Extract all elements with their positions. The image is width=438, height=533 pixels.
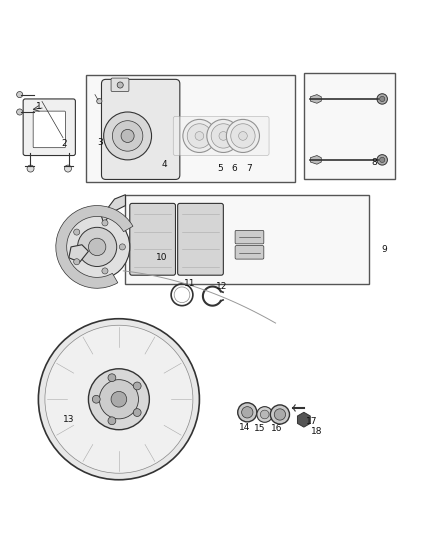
Text: 15: 15 bbox=[254, 424, 266, 433]
Text: 14: 14 bbox=[240, 423, 251, 432]
Text: 16: 16 bbox=[271, 424, 282, 433]
Circle shape bbox=[211, 124, 236, 148]
Circle shape bbox=[27, 165, 34, 172]
Polygon shape bbox=[311, 156, 321, 164]
Circle shape bbox=[111, 391, 127, 407]
FancyBboxPatch shape bbox=[130, 204, 176, 275]
Circle shape bbox=[88, 369, 149, 430]
Circle shape bbox=[92, 395, 100, 403]
Circle shape bbox=[99, 379, 138, 419]
Circle shape bbox=[117, 82, 123, 88]
Text: 12: 12 bbox=[215, 281, 227, 290]
Circle shape bbox=[380, 157, 385, 163]
Text: 9: 9 bbox=[381, 245, 387, 254]
Circle shape bbox=[260, 410, 269, 419]
FancyBboxPatch shape bbox=[235, 230, 264, 244]
Text: 13: 13 bbox=[63, 415, 74, 424]
Text: 4: 4 bbox=[162, 160, 167, 169]
Circle shape bbox=[270, 405, 290, 424]
FancyBboxPatch shape bbox=[173, 116, 269, 156]
Circle shape bbox=[257, 407, 272, 422]
Circle shape bbox=[102, 220, 108, 226]
Circle shape bbox=[377, 155, 388, 165]
Circle shape bbox=[17, 109, 23, 115]
Text: 2: 2 bbox=[62, 139, 67, 148]
Circle shape bbox=[219, 132, 228, 140]
Circle shape bbox=[74, 259, 80, 265]
Circle shape bbox=[377, 94, 388, 104]
Circle shape bbox=[183, 119, 216, 152]
Circle shape bbox=[133, 382, 141, 390]
Text: 1: 1 bbox=[35, 102, 41, 111]
Polygon shape bbox=[69, 245, 88, 262]
Polygon shape bbox=[297, 413, 310, 427]
Text: 7: 7 bbox=[247, 164, 252, 173]
Circle shape bbox=[102, 268, 108, 274]
FancyBboxPatch shape bbox=[304, 73, 395, 180]
Circle shape bbox=[113, 120, 143, 151]
Circle shape bbox=[88, 238, 106, 256]
Text: 6: 6 bbox=[232, 164, 237, 173]
FancyBboxPatch shape bbox=[86, 75, 295, 182]
Circle shape bbox=[108, 374, 116, 382]
Circle shape bbox=[242, 407, 253, 418]
FancyBboxPatch shape bbox=[23, 99, 75, 156]
Circle shape bbox=[39, 319, 199, 480]
Circle shape bbox=[119, 244, 125, 250]
Text: 11: 11 bbox=[184, 279, 195, 288]
Circle shape bbox=[226, 119, 259, 152]
Circle shape bbox=[17, 92, 23, 98]
Circle shape bbox=[45, 325, 193, 473]
Circle shape bbox=[74, 229, 80, 235]
FancyBboxPatch shape bbox=[235, 246, 264, 259]
Circle shape bbox=[239, 132, 247, 140]
Circle shape bbox=[133, 409, 141, 416]
Text: 5: 5 bbox=[217, 164, 223, 173]
Circle shape bbox=[207, 119, 240, 152]
FancyBboxPatch shape bbox=[178, 204, 223, 275]
Text: 17: 17 bbox=[306, 416, 317, 425]
Circle shape bbox=[78, 228, 117, 266]
FancyBboxPatch shape bbox=[111, 78, 129, 92]
Polygon shape bbox=[311, 94, 321, 103]
Text: 3: 3 bbox=[98, 138, 103, 147]
Circle shape bbox=[104, 112, 152, 160]
Text: 10: 10 bbox=[156, 253, 167, 262]
Circle shape bbox=[64, 165, 71, 172]
Circle shape bbox=[274, 409, 286, 420]
FancyBboxPatch shape bbox=[102, 79, 180, 180]
Circle shape bbox=[195, 132, 204, 140]
Circle shape bbox=[380, 96, 385, 102]
Circle shape bbox=[108, 417, 116, 425]
Circle shape bbox=[187, 124, 212, 148]
Polygon shape bbox=[102, 195, 125, 223]
Circle shape bbox=[64, 214, 130, 279]
Wedge shape bbox=[56, 206, 133, 288]
Circle shape bbox=[231, 124, 255, 148]
FancyBboxPatch shape bbox=[125, 195, 369, 284]
Circle shape bbox=[121, 130, 134, 142]
Circle shape bbox=[97, 99, 102, 104]
Text: 8: 8 bbox=[371, 158, 377, 166]
FancyBboxPatch shape bbox=[33, 111, 65, 148]
Circle shape bbox=[238, 403, 257, 422]
Text: 18: 18 bbox=[311, 427, 322, 437]
